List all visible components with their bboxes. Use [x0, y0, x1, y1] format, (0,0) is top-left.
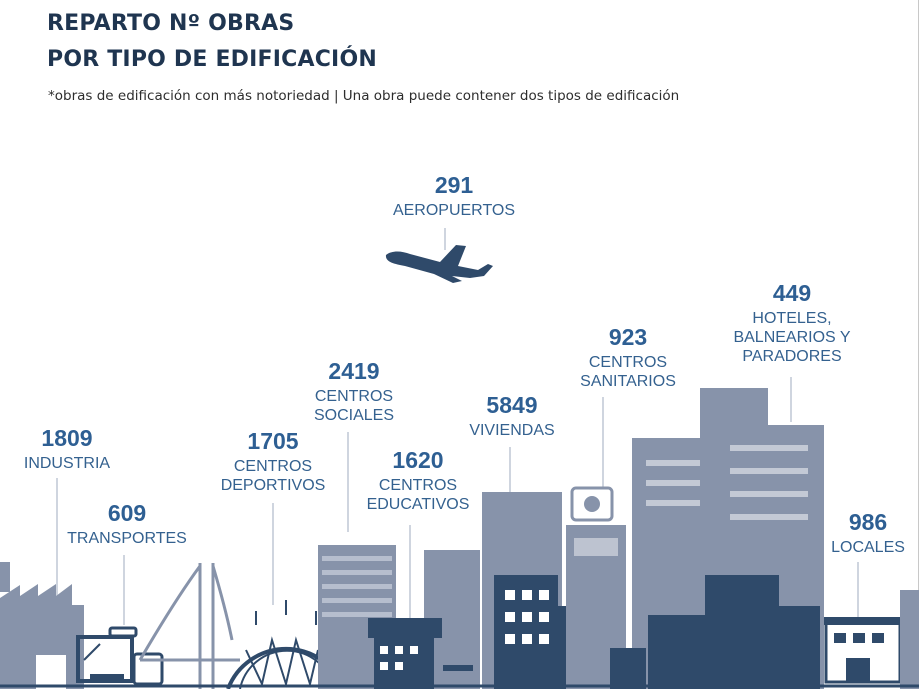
bus-stop-glass — [83, 643, 101, 661]
value-label: 449 — [773, 280, 811, 306]
category-label-line: LOCALES — [831, 539, 905, 556]
category-label: CENTROS SOCIALES — [314, 388, 394, 424]
category-label: HOTELES, BALNEARIOS Y PARADORES — [733, 310, 850, 365]
category-label-line: EDUCATIVOS — [367, 496, 470, 513]
category-label: TRANSPORTES — [67, 530, 187, 547]
category-label-line: CENTROS — [315, 388, 393, 405]
category-label-line: CENTROS — [379, 477, 457, 494]
category-label-line: CENTROS — [234, 458, 312, 475]
category-4: 1705 CENTROS DEPORTIVOS — [221, 428, 326, 494]
category-label: AEROPUERTOS — [393, 202, 515, 219]
category-label-line: SANITARIOS — [580, 373, 676, 390]
category-label-line: VIVIENDAS — [469, 422, 554, 439]
value-label: 1620 — [392, 447, 443, 473]
bus-stop-shelter — [76, 635, 134, 683]
value-label: 923 — [609, 324, 647, 350]
category-label-line: AEROPUERTOS — [393, 202, 515, 219]
category-2: 609 TRANSPORTES — [67, 500, 187, 547]
title-line-1: REPARTO Nº OBRAS — [47, 11, 295, 36]
category-label: CENTROS SANITARIOS — [580, 354, 676, 390]
bridge-icon — [138, 563, 240, 689]
category-label-line: HOTELES, — [752, 310, 831, 327]
category-6: 1620 CENTROS EDUCATIVOS — [367, 447, 470, 513]
bus-stop-icon — [76, 626, 164, 686]
category-label-line: CENTROS — [589, 354, 667, 371]
value-label: 609 — [108, 500, 146, 526]
factory-chimney — [0, 562, 10, 592]
category-label: VIVIENDAS — [469, 422, 554, 439]
subtitle-note: *obras de edificación con más notoriedad… — [48, 88, 680, 104]
hotel-tower-icon — [610, 388, 824, 689]
category-5: 2419 CENTROS SOCIALES — [314, 358, 394, 424]
category-label: CENTROS DEPORTIVOS — [221, 458, 326, 494]
value-label: 986 — [849, 509, 887, 535]
apartment-block-icon — [482, 492, 606, 689]
category-label-line: TRANSPORTES — [67, 530, 187, 547]
category-3: 291 AEROPUERTOS — [393, 172, 515, 219]
category-label-line: INDUSTRIA — [24, 455, 111, 472]
title-line-2: POR TIPO DE EDIFICACIÓN — [47, 47, 377, 72]
category-7: 5849 VIVIENDAS — [469, 392, 554, 439]
category-label-line: BALNEARIOS Y — [733, 329, 850, 346]
bus-stop-sign — [108, 626, 138, 638]
category-1: 1809 INDUSTRIA — [24, 425, 111, 472]
value-label: 1809 — [41, 425, 92, 451]
value-label: 2419 — [328, 358, 379, 384]
category-label-line: PARADORES — [742, 348, 841, 365]
category-8: 923 CENTROS SANITARIOS — [580, 324, 676, 390]
value-label: 291 — [435, 172, 474, 198]
factory-icon — [0, 562, 84, 689]
category-label-line: DEPORTIVOS — [221, 477, 326, 494]
category-labels: 1809 INDUSTRIA 609 TRANSPORTES 291 AEROPUERTO… — [24, 172, 905, 556]
category-label: LOCALES — [831, 539, 905, 556]
category-label: INDUSTRIA — [24, 455, 111, 472]
category-10: 986 LOCALES — [831, 509, 905, 556]
shop-icon — [824, 590, 919, 689]
bus-stop-bench — [90, 674, 124, 680]
school-icon — [368, 550, 480, 689]
value-label: 1705 — [247, 428, 298, 454]
category-label-line: SOCIALES — [314, 407, 394, 424]
category-9: 449 HOTELES, BALNEARIOS Y PARADORES — [733, 280, 850, 365]
bus-icon — [132, 652, 164, 686]
page-title: REPARTO Nº OBRAS POR TIPO DE EDIFICACIÓN — [47, 6, 377, 78]
factory-door — [36, 655, 66, 689]
category-label: CENTROS EDUCATIVOS — [367, 477, 470, 513]
value-label: 5849 — [486, 392, 537, 418]
airplane-icon — [385, 245, 493, 283]
